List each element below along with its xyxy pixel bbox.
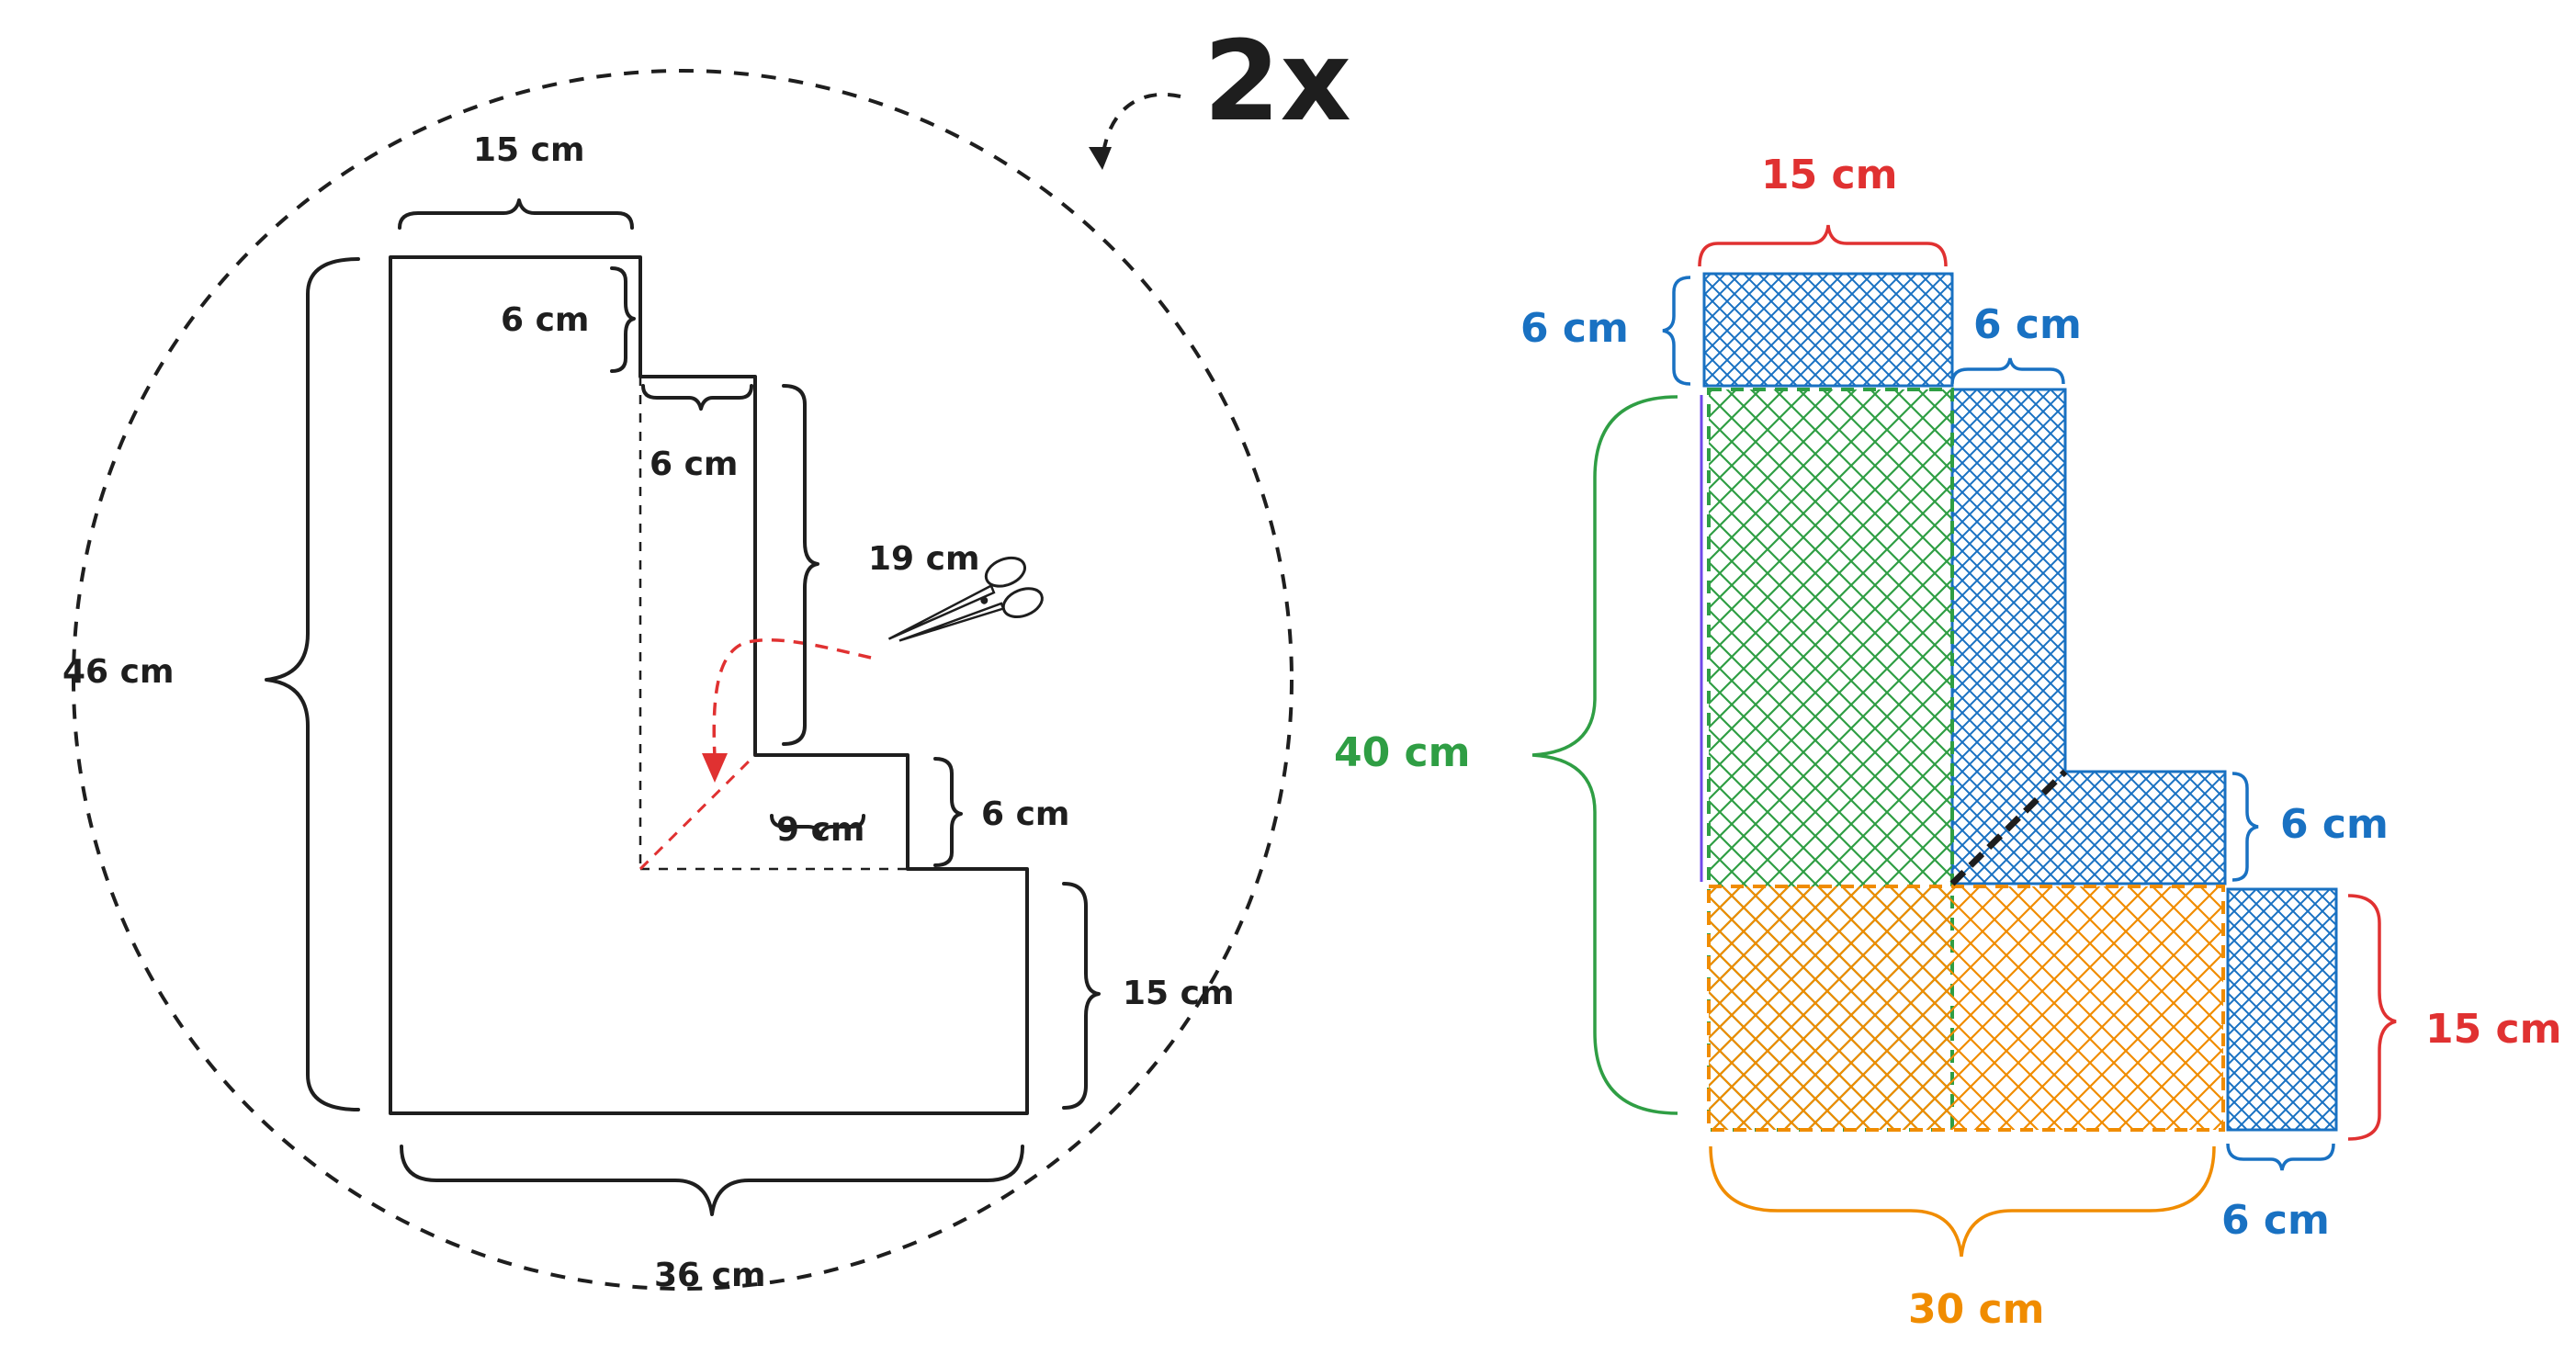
scissors-icon [887,556,1044,642]
brace-red-right [2347,894,2397,1141]
dashed-circle [72,69,1294,1291]
blue-bottom-right-piece [2226,887,2338,1132]
label-step-top: 6 cm [501,301,589,339]
multiplier-label: 2x [1203,18,1351,146]
multiplier-arrow [1101,92,1181,162]
label-right-upper: 19 cm [868,540,979,578]
brace-top-width [398,198,634,230]
black-dashed-diagonal [1949,769,2068,886]
label-step-lower-height: 6 cm [981,795,1069,833]
left-figure: 2x 15 cm 6 cm 6 cm 19 cm [62,18,1351,1294]
label-step-mid-width: 6 cm [650,446,738,483]
label-top-red: 15 cm [1761,152,1897,198]
brace-blue-bottom [2226,1143,2335,1171]
label-left-height: 46 cm [62,653,174,691]
label-step-lower-width: 9 cm [776,811,864,849]
label-blue-bottom: 6 cm [2221,1197,2330,1244]
staircase-outline [389,255,1029,1115]
red-cut-diagonal [638,753,757,871]
brace-step-top [610,266,636,373]
brace-blue-right-mid [2231,772,2259,882]
brace-right-upper [782,384,819,746]
brace-orange-bottom [1709,1145,2216,1258]
brace-right-bottom [1062,882,1101,1110]
brace-bottom-width [400,1145,1024,1216]
brace-top-red [1698,224,1948,267]
label-red-right: 15 cm [2425,1006,2561,1053]
label-right-bottom: 15 cm [1123,975,1234,1012]
label-top-width: 15 cm [473,131,584,169]
brace-top-blue-left [1662,276,1691,386]
brace-top-blue-right [1950,357,2065,385]
brace-green-height [1531,395,1678,1115]
red-cut-arrow [712,637,872,759]
blue-l-piece [1950,388,2227,886]
label-top-blue-right: 6 cm [1973,301,2082,348]
orange-rectangle [1707,885,2225,1132]
brace-step-lower-height [933,757,963,867]
brace-step-mid [641,384,753,411]
brace-step-lower-width [770,814,865,838]
multiplier-arrowhead [1089,147,1112,170]
label-orange-bottom: 30 cm [1908,1286,2044,1333]
label-top-blue-left: 6 cm [1520,305,1629,352]
brace-left-height [265,257,360,1111]
label-green-height: 40 cm [1334,729,1470,776]
label-bottom-width: 36 cm [654,1257,765,1294]
label-blue-right-mid: 6 cm [2280,801,2389,848]
blue-top-piece [1702,272,1954,388]
right-figure: 15 cm 6 cm 6 cm 40 cm 6 cm 15 cm 6 cm 30… [1334,152,2561,1333]
red-cut-arrowhead [702,753,728,783]
